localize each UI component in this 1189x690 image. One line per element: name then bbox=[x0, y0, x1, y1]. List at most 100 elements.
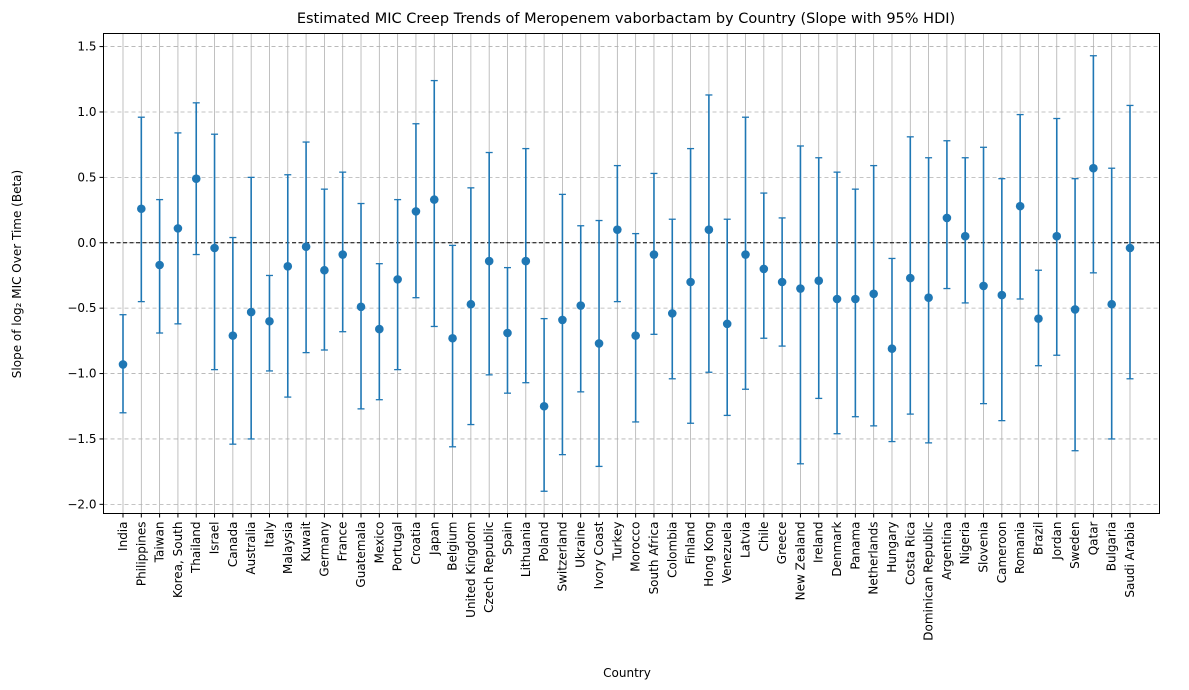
x-tick-label: Finland bbox=[684, 522, 698, 565]
data-point bbox=[997, 290, 1007, 300]
data-point bbox=[979, 281, 988, 291]
data-point bbox=[722, 319, 732, 329]
x-tick-label: Chile bbox=[757, 522, 771, 552]
data-point bbox=[375, 324, 384, 334]
y-tick-label: 0.5 bbox=[77, 170, 96, 184]
data-point bbox=[503, 328, 512, 338]
data-point bbox=[558, 315, 567, 325]
x-tick-label: Ireland bbox=[812, 522, 826, 564]
data-point bbox=[631, 331, 640, 340]
data-point bbox=[613, 225, 622, 234]
x-tick-label: Saudi Arabia bbox=[1123, 522, 1137, 598]
data-point bbox=[960, 231, 970, 241]
x-tick-label: Hungary bbox=[885, 522, 899, 573]
x-tick-label: New Zealand bbox=[793, 522, 807, 601]
x-tick-label: South Africa bbox=[647, 522, 661, 595]
data-point bbox=[1052, 231, 1062, 241]
x-tick-label: Nigeria bbox=[958, 522, 972, 565]
x-tick-label: Philippines bbox=[134, 522, 148, 587]
x-tick-label: Dominican Republic bbox=[922, 522, 936, 641]
x-tick-label: Romania bbox=[1013, 522, 1027, 574]
data-point bbox=[887, 344, 897, 354]
x-tick-label: France bbox=[336, 522, 350, 562]
y-tick-label: −1.5 bbox=[67, 432, 96, 446]
x-tick-label: Israel bbox=[208, 522, 222, 555]
data-point bbox=[137, 204, 146, 214]
x-tick-label: Japan bbox=[427, 522, 441, 556]
data-point bbox=[320, 265, 329, 275]
data-point bbox=[1015, 201, 1025, 211]
data-point bbox=[338, 250, 348, 259]
y-tick-label: 1.0 bbox=[77, 105, 96, 119]
x-tick-label: Hong Kong bbox=[702, 522, 716, 587]
y-gridlines bbox=[103, 46, 1160, 505]
data-point bbox=[191, 174, 201, 183]
x-tick-label: Ivory Coast bbox=[592, 521, 606, 589]
x-tick-label: Panama bbox=[848, 522, 862, 570]
x-tick-label: Slovenia bbox=[977, 522, 991, 573]
data-point bbox=[741, 250, 750, 259]
x-tick-label: Poland bbox=[537, 522, 551, 562]
x-tick-label: United Kingdom bbox=[464, 522, 478, 618]
y-tick-label: −2.0 bbox=[67, 497, 96, 511]
data-point bbox=[576, 301, 586, 310]
x-tick-label: Bulgaria bbox=[1105, 522, 1119, 572]
x-tick-label: Kuwait bbox=[299, 521, 313, 561]
x-tick-label: Taiwan bbox=[153, 522, 167, 564]
data-point bbox=[210, 243, 219, 253]
x-tick-label: Cameroon bbox=[995, 522, 1009, 584]
data-point bbox=[686, 277, 695, 287]
x-tick-label: Guatemala bbox=[354, 522, 368, 588]
x-tick-label: Colombia bbox=[665, 522, 679, 578]
data-point bbox=[594, 339, 604, 348]
data-point bbox=[484, 256, 494, 266]
y-tick-label: 0.0 bbox=[77, 236, 96, 250]
x-tick-label: Canada bbox=[226, 522, 240, 568]
x-axis-label: Country bbox=[603, 666, 651, 680]
x-tick-label: Lithuania bbox=[519, 522, 533, 578]
data-point bbox=[704, 225, 714, 234]
x-tick-label: Spain bbox=[500, 522, 514, 556]
x-tick-label: Belgium bbox=[446, 522, 460, 571]
error-bars bbox=[119, 55, 1134, 492]
data-point bbox=[1034, 314, 1043, 323]
x-tick-label: Ukraine bbox=[574, 522, 588, 568]
x-tick-label: Brazil bbox=[1031, 522, 1045, 556]
data-point bbox=[942, 213, 952, 223]
data-point bbox=[1125, 243, 1135, 253]
x-tick-label: Turkey bbox=[610, 522, 624, 562]
x-axis-ticks: India Philippines Taiwan Korea, South Thaila… bbox=[116, 513, 1137, 641]
x-tick-label: Jordan bbox=[1050, 522, 1064, 561]
y-tick-label: 1.5 bbox=[77, 40, 96, 54]
x-tick-label: Croatia bbox=[409, 522, 423, 565]
x-tick-label: Qatar bbox=[1086, 521, 1100, 555]
x-tick-label: India bbox=[116, 522, 130, 551]
x-tick-label: Denmark bbox=[830, 521, 844, 576]
plot-frame bbox=[103, 33, 1160, 514]
data-point bbox=[832, 294, 842, 304]
data-point bbox=[814, 276, 824, 285]
data-point bbox=[301, 242, 311, 251]
data-point bbox=[429, 195, 439, 204]
x-tick-label: Australia bbox=[244, 522, 258, 575]
x-tick-label: Switzerland bbox=[555, 522, 569, 592]
x-tick-label: Italy bbox=[262, 522, 276, 548]
x-tick-label: Thailand bbox=[189, 522, 203, 575]
x-tick-label: Sweden bbox=[1068, 522, 1082, 569]
data-point bbox=[649, 250, 659, 259]
data-point bbox=[521, 256, 531, 266]
data-point bbox=[393, 275, 402, 284]
data-point bbox=[448, 333, 457, 343]
data-point bbox=[155, 260, 164, 270]
y-tick-label: −0.5 bbox=[67, 301, 96, 315]
data-point bbox=[411, 207, 421, 216]
chart-title: Estimated MIC Creep Trends of Meropenem … bbox=[297, 11, 955, 27]
data-point bbox=[356, 302, 366, 312]
x-tick-label: Portugal bbox=[391, 522, 405, 572]
y-tick-label: −1.0 bbox=[67, 367, 96, 381]
x-tick-label: Morocco bbox=[629, 522, 643, 572]
y-axis-label: Slope of log₂ MIC Over Time (Beta) bbox=[10, 170, 24, 378]
x-tick-label: Malaysia bbox=[281, 522, 295, 574]
x-tick-label: Costa Rica bbox=[903, 522, 917, 585]
